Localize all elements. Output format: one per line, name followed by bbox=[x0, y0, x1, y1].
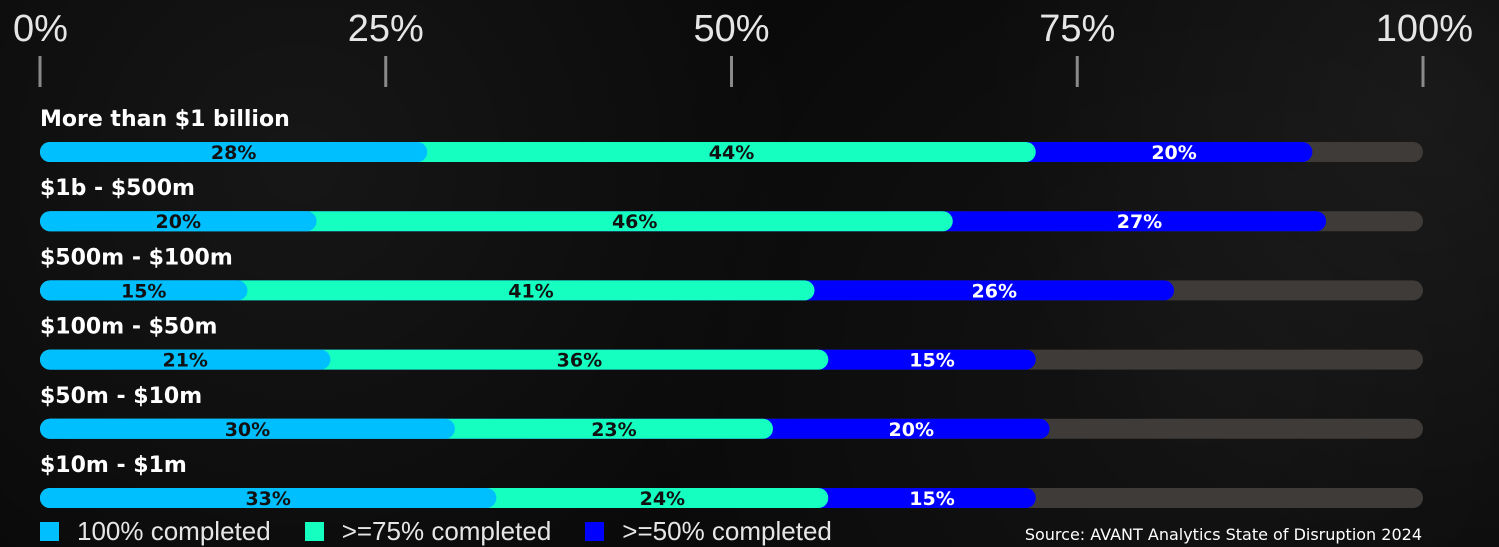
x-tick-mark bbox=[1075, 56, 1079, 87]
data-label: 20% bbox=[156, 211, 201, 233]
x-tick-mark bbox=[38, 56, 42, 87]
legend: 100% completed >=75% completed >=50% com… bbox=[40, 516, 866, 547]
category-label: $10m - $1m bbox=[40, 453, 187, 478]
data-label: 30% bbox=[225, 419, 270, 441]
category-label: More than $1 billion bbox=[40, 107, 290, 132]
legend-swatch-75-completed bbox=[304, 522, 324, 541]
data-label: 33% bbox=[245, 488, 290, 510]
bar-segment bbox=[40, 349, 331, 370]
legend-label-100-completed: 100% completed bbox=[77, 516, 271, 546]
x-tick-label: 100% bbox=[1376, 8, 1473, 50]
data-label: 20% bbox=[1151, 142, 1196, 164]
data-label: 15% bbox=[909, 488, 954, 510]
bar-segment bbox=[40, 418, 455, 439]
legend-item-100-completed: 100% completed bbox=[40, 516, 271, 547]
source-note: Source: AVANT Analytics State of Disrupt… bbox=[1024, 525, 1422, 544]
x-tick-mark bbox=[730, 56, 733, 87]
bar-segment bbox=[40, 488, 497, 508]
category-label: $1b - $500m bbox=[40, 176, 195, 201]
x-tick-label: 25% bbox=[348, 8, 424, 50]
x-tick-label: 75% bbox=[1039, 8, 1115, 50]
x-tick-label: 50% bbox=[693, 8, 769, 50]
bar-segment bbox=[40, 211, 317, 232]
data-label: 21% bbox=[162, 350, 207, 372]
bar-segment bbox=[40, 142, 428, 162]
data-label: 36% bbox=[557, 350, 602, 372]
data-label: 28% bbox=[211, 142, 256, 164]
x-tick-label: 0% bbox=[13, 8, 68, 50]
category-label: $500m - $100m bbox=[40, 245, 233, 270]
x-tick-mark bbox=[1421, 56, 1425, 87]
legend-label-75-completed: >=75% completed bbox=[341, 516, 552, 546]
data-label: 23% bbox=[591, 419, 636, 441]
category-label: $100m - $50m bbox=[40, 315, 217, 340]
data-label: 41% bbox=[508, 280, 553, 302]
data-label: 46% bbox=[612, 211, 657, 233]
data-label: 24% bbox=[640, 488, 685, 510]
legend-item-50-completed: >=50% completed bbox=[585, 516, 832, 547]
x-tick-mark bbox=[384, 56, 388, 87]
data-label: 15% bbox=[121, 280, 166, 302]
category-label: $50m - $10m bbox=[40, 384, 202, 409]
legend-swatch-50-completed bbox=[585, 522, 605, 541]
data-label: 26% bbox=[972, 280, 1017, 302]
legend-item-75-completed: >=75% completed bbox=[304, 516, 552, 547]
bar-segment bbox=[40, 280, 248, 301]
data-label: 20% bbox=[889, 419, 934, 441]
data-label: 15% bbox=[909, 350, 954, 372]
legend-label-50-completed: >=50% completed bbox=[622, 516, 832, 546]
data-label: 44% bbox=[709, 142, 754, 164]
data-label: 27% bbox=[1117, 211, 1162, 233]
legend-swatch-100-completed bbox=[40, 522, 59, 541]
